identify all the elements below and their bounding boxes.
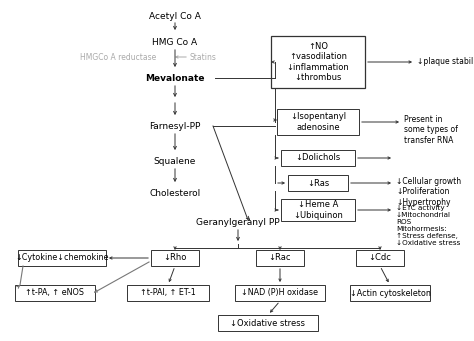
FancyBboxPatch shape <box>350 285 430 301</box>
FancyBboxPatch shape <box>218 315 318 331</box>
Text: ↓NAD (P)H oxidase: ↓NAD (P)H oxidase <box>241 288 319 297</box>
FancyBboxPatch shape <box>256 250 304 266</box>
Text: Geranylgeranyl PP: Geranylgeranyl PP <box>196 218 280 227</box>
Text: ↓Cdc: ↓Cdc <box>369 253 392 263</box>
FancyBboxPatch shape <box>235 285 325 301</box>
Text: Acetyl Co A: Acetyl Co A <box>149 12 201 21</box>
FancyBboxPatch shape <box>151 250 199 266</box>
Text: ↓plaque stabilisation: ↓plaque stabilisation <box>417 58 474 66</box>
Text: Statins: Statins <box>190 53 217 61</box>
Text: ↓ETC activity
↓Mitochondrial
ROS
Mitohormesis:
↑Stress defense,
↓Oxidative stres: ↓ETC activity ↓Mitochondrial ROS Mitohor… <box>396 205 460 246</box>
Text: ↓Oxidative stress: ↓Oxidative stress <box>230 318 306 327</box>
Text: ↓Ras: ↓Ras <box>307 178 329 188</box>
FancyBboxPatch shape <box>288 175 348 191</box>
Text: ↓Cellular growth
↓Proliferation
↓Hypertrophy: ↓Cellular growth ↓Proliferation ↓Hypertr… <box>396 177 461 207</box>
Text: ↓Cytokine↓chemokine: ↓Cytokine↓chemokine <box>15 253 109 263</box>
Text: ↓Actin cytoskeleton: ↓Actin cytoskeleton <box>349 288 430 297</box>
Text: ↓Heme A
↓Ubiquinon: ↓Heme A ↓Ubiquinon <box>293 200 343 220</box>
Text: ↑t-PA, ↑ eNOS: ↑t-PA, ↑ eNOS <box>26 288 84 297</box>
Text: ↓Rho: ↓Rho <box>164 253 187 263</box>
Text: Farnesyl-PP: Farnesyl-PP <box>149 122 201 131</box>
FancyBboxPatch shape <box>277 109 359 135</box>
Text: Mevalonate: Mevalonate <box>145 74 205 83</box>
Text: Cholesterol: Cholesterol <box>149 189 201 198</box>
Text: ↓Dolichols: ↓Dolichols <box>295 153 341 163</box>
FancyBboxPatch shape <box>281 199 355 221</box>
Text: HMG Co A: HMG Co A <box>153 38 198 47</box>
FancyBboxPatch shape <box>127 285 209 301</box>
Text: HMGCo A reductase: HMGCo A reductase <box>80 53 156 61</box>
FancyBboxPatch shape <box>18 250 106 266</box>
FancyBboxPatch shape <box>15 285 95 301</box>
FancyBboxPatch shape <box>281 150 355 166</box>
Text: Squalene: Squalene <box>154 157 196 166</box>
FancyBboxPatch shape <box>271 36 365 88</box>
Text: ↑NO
↑vasodilation
↓inflammation
↓thrombus: ↑NO ↑vasodilation ↓inflammation ↓thrombu… <box>287 42 349 82</box>
Text: ↑t-PAI, ↑ ET-1: ↑t-PAI, ↑ ET-1 <box>140 288 196 297</box>
Text: ↓Isopentanyl
adenosine: ↓Isopentanyl adenosine <box>290 112 346 132</box>
Text: Present in
some types of
transfer RNA: Present in some types of transfer RNA <box>404 115 458 145</box>
FancyBboxPatch shape <box>356 250 404 266</box>
Text: ↓Rac: ↓Rac <box>269 253 291 263</box>
